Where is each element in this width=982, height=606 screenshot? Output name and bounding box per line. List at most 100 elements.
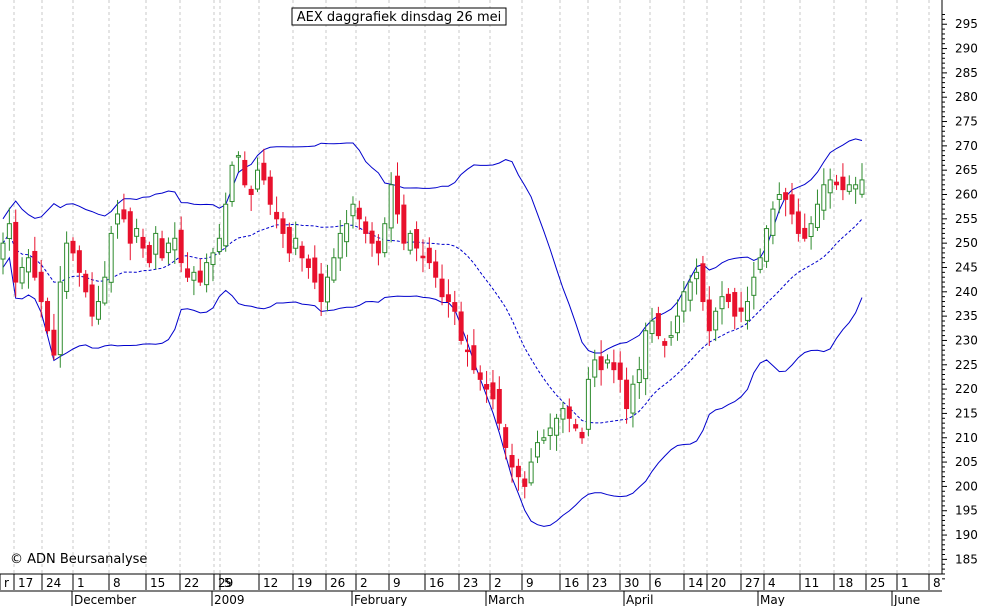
candle-body bbox=[191, 271, 197, 281]
candle bbox=[439, 264, 445, 306]
candle-body bbox=[356, 207, 362, 220]
x-month-label: June bbox=[893, 593, 920, 606]
y-tick-label: 220 bbox=[955, 382, 978, 396]
candle-body bbox=[776, 194, 782, 200]
candle bbox=[764, 225, 770, 268]
candle bbox=[350, 196, 356, 229]
candle-body bbox=[751, 276, 757, 296]
candle-body bbox=[293, 237, 299, 249]
candle bbox=[471, 329, 477, 374]
candle-body bbox=[51, 329, 57, 356]
candle bbox=[643, 322, 649, 396]
candle-body bbox=[0, 242, 6, 260]
candle bbox=[210, 247, 216, 282]
x-day-label: 23 bbox=[463, 576, 478, 590]
candle bbox=[853, 176, 859, 204]
bollinger-upper-band bbox=[2, 138, 863, 354]
candle bbox=[751, 261, 757, 310]
candle-body bbox=[153, 232, 159, 255]
candle bbox=[76, 245, 82, 287]
candle-body bbox=[146, 245, 152, 264]
candle-body bbox=[388, 184, 394, 229]
candle bbox=[337, 219, 343, 272]
candle bbox=[344, 210, 350, 257]
candle bbox=[694, 258, 700, 295]
candle bbox=[484, 370, 490, 403]
y-tick-label: 225 bbox=[955, 358, 978, 372]
candle bbox=[229, 161, 235, 207]
x-day-label: 20 bbox=[711, 576, 726, 590]
candle bbox=[687, 274, 693, 312]
candle-body bbox=[57, 281, 63, 356]
candle bbox=[286, 222, 292, 262]
candle bbox=[32, 236, 38, 281]
x-month-label: December bbox=[74, 593, 136, 606]
candle-body bbox=[484, 384, 490, 390]
candle bbox=[725, 288, 731, 309]
candle bbox=[547, 413, 553, 450]
x-day-label: 25 bbox=[870, 576, 885, 590]
candle-body bbox=[286, 226, 292, 254]
x-day-label: 27 bbox=[745, 576, 760, 590]
candle bbox=[713, 307, 719, 342]
candle-body bbox=[770, 208, 776, 236]
x-day-label: 2 bbox=[360, 576, 368, 590]
y-tick-label: 260 bbox=[955, 188, 978, 202]
candle bbox=[706, 286, 712, 346]
candle-body bbox=[528, 461, 534, 484]
y-tick-label: 275 bbox=[955, 115, 978, 129]
candle bbox=[64, 231, 70, 299]
chart-title: AEX daggrafiek dinsdag 26 mei bbox=[297, 10, 501, 25]
candle bbox=[579, 427, 585, 444]
candle-body bbox=[477, 372, 483, 380]
candle bbox=[598, 340, 604, 386]
x-day-label: 9 bbox=[526, 576, 534, 590]
candle-body bbox=[585, 378, 591, 430]
candle-body bbox=[706, 299, 712, 332]
candle bbox=[655, 306, 661, 340]
candle bbox=[235, 151, 241, 173]
candle-body bbox=[242, 159, 248, 186]
candle bbox=[776, 182, 782, 214]
candle bbox=[248, 185, 254, 211]
candle-body bbox=[344, 223, 350, 243]
candle-body bbox=[534, 442, 540, 458]
candle bbox=[636, 356, 642, 399]
candle-body bbox=[732, 292, 738, 317]
candle-body bbox=[172, 237, 178, 251]
candle bbox=[305, 254, 311, 279]
candle-body bbox=[846, 184, 852, 192]
candle-body bbox=[305, 258, 311, 268]
candle-body bbox=[121, 209, 127, 220]
candle bbox=[834, 174, 840, 190]
y-tick-label: 205 bbox=[955, 455, 978, 469]
candle bbox=[216, 224, 222, 255]
candle-body bbox=[674, 315, 680, 334]
candle-body bbox=[25, 257, 31, 273]
candle bbox=[204, 253, 210, 293]
x-day-label: 23 bbox=[592, 576, 607, 590]
candle-body bbox=[325, 276, 331, 303]
candle-body bbox=[70, 240, 76, 254]
candle bbox=[57, 266, 63, 368]
candle-body bbox=[331, 257, 337, 281]
y-tick-label: 250 bbox=[955, 236, 978, 250]
candle-body bbox=[38, 271, 44, 303]
candle bbox=[185, 252, 191, 282]
y-tick-label: 200 bbox=[955, 479, 978, 493]
candle-body bbox=[802, 227, 808, 239]
candle bbox=[242, 151, 248, 188]
candle bbox=[592, 349, 598, 388]
chart-title-box bbox=[291, 7, 507, 26]
x-day-label: 8 bbox=[113, 576, 121, 590]
candle bbox=[738, 291, 744, 323]
candle-body bbox=[337, 232, 343, 259]
x-day-label: 16 bbox=[564, 576, 579, 590]
candle bbox=[318, 263, 324, 317]
candle-body bbox=[694, 271, 700, 280]
y-tick-label: 230 bbox=[955, 333, 978, 347]
candle bbox=[668, 321, 674, 346]
candle bbox=[407, 230, 413, 255]
